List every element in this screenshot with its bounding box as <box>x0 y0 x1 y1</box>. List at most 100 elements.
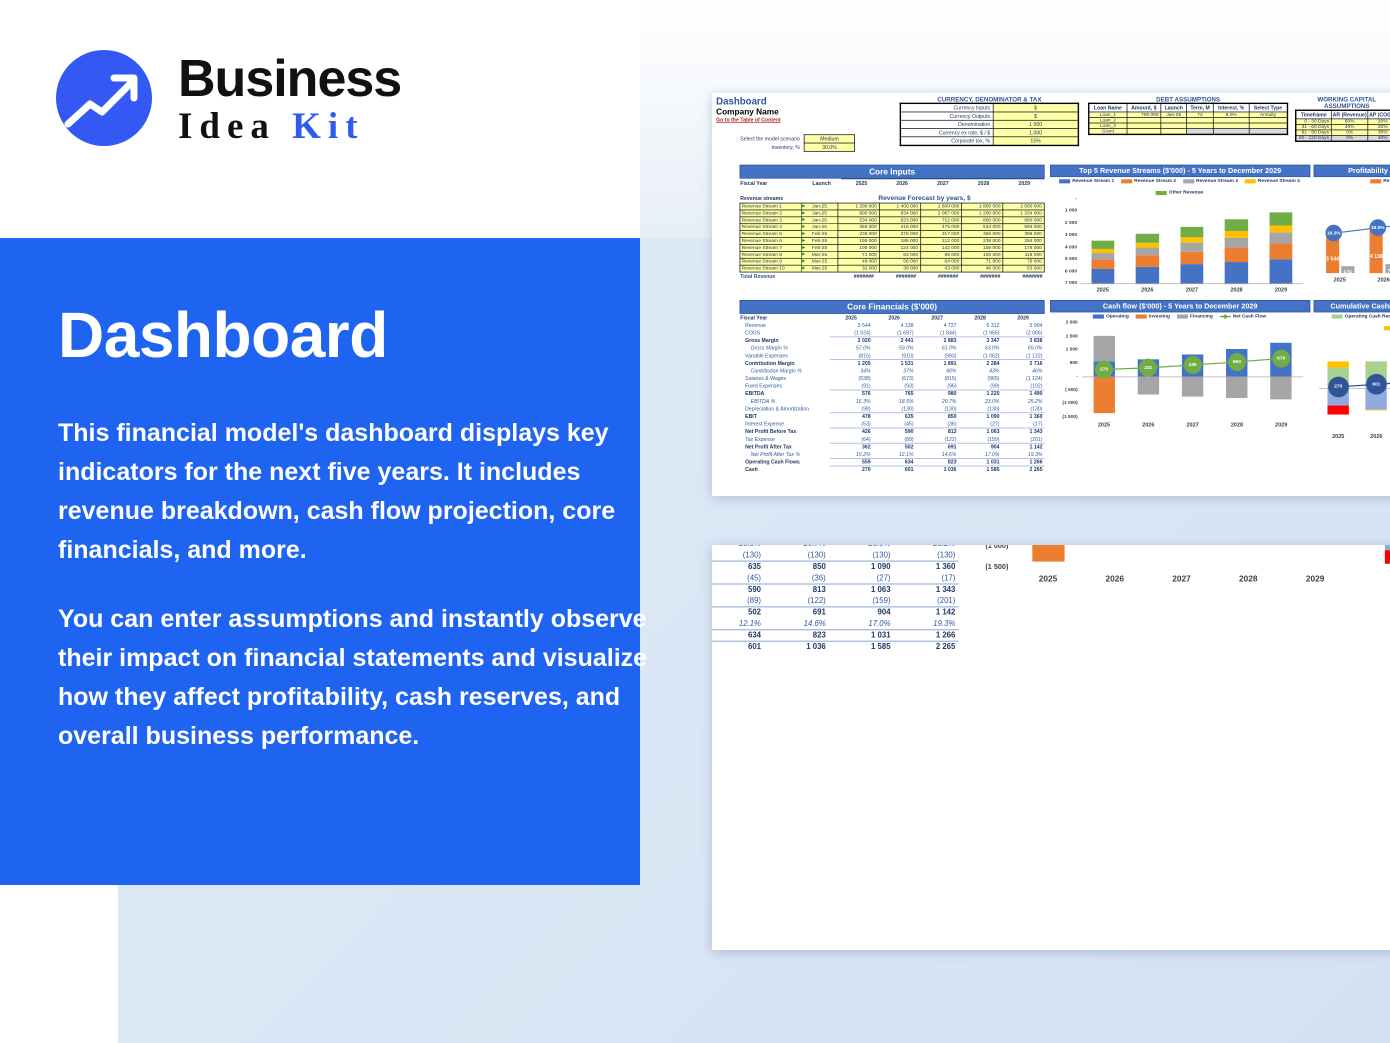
stream-value[interactable]: 356 000 <box>837 223 880 231</box>
table-row[interactable]: 61 - 90 Days 0% 30% <box>1295 129 1390 136</box>
stream-value[interactable]: 1 067 000 <box>920 209 963 218</box>
wc-cell[interactable]: 61 - 90 Days <box>1295 129 1332 136</box>
debt-cell[interactable] <box>1213 128 1250 135</box>
stream-value[interactable]: 124 000 <box>878 244 921 252</box>
stream-value[interactable]: 1 400 000 <box>878 202 921 211</box>
excel-workbook[interactable]: Dashboard Company Name Go to the Table o… <box>712 93 1390 494</box>
table-row[interactable]: Revenue Stream 4 ▶ Jan-25 356 000 416 000 4… <box>739 223 1045 231</box>
table-row[interactable]: Revenue Stream 3 ▶ Jan-25 534 000 623 000 7… <box>739 216 1045 225</box>
stream-value[interactable]: 712 000 <box>920 216 963 225</box>
stream-value[interactable]: 71 000 <box>837 251 880 259</box>
table-row[interactable]: Loan_3 <box>1088 122 1288 129</box>
table-row[interactable]: Grant <box>1088 128 1288 135</box>
debt-cell[interactable] <box>1248 128 1288 135</box>
table-row[interactable]: Revenue Stream 5 ▶ Feb-25 238 000 278 000 3… <box>739 230 1045 238</box>
stream-value[interactable]: 534 000 <box>961 223 1004 231</box>
scenario-table[interactable]: Select the model scenario Medium Invento… <box>740 134 856 152</box>
stream-name[interactable]: Revenue Stream 8 <box>739 251 802 259</box>
inventory-value[interactable]: 30.0% <box>803 142 856 152</box>
stream-name[interactable]: Revenue Stream 5 <box>739 230 802 238</box>
stream-value[interactable]: 238 000 <box>837 230 880 238</box>
table-row[interactable]: Revenue Stream 1 ▶ Jan-25 1 200 000 1 400 … <box>739 202 1045 211</box>
debt-cell[interactable]: Loan_1 <box>1088 111 1128 118</box>
stream-launch[interactable]: ▶ Mar-25 <box>800 257 839 266</box>
stream-launch[interactable]: ▶ Jan-25 <box>800 216 839 225</box>
table-row[interactable]: Loan_2 <box>1088 117 1288 124</box>
stream-value[interactable]: 317 000 <box>920 230 963 238</box>
stream-value[interactable]: 890 000 <box>1002 216 1045 225</box>
core-financials-table[interactable]: Fiscal Year 2025 2026 2027 2028 2029 Revenue… <box>740 314 1045 474</box>
stream-name[interactable]: Revenue Stream 10 <box>739 264 802 273</box>
stream-launch[interactable]: ▶ Mar-25 <box>800 251 839 259</box>
debt-cell[interactable]: Jan-25 <box>1160 111 1187 118</box>
table-row[interactable]: Revenue Stream 9 ▶ Mar-25 48 000 56 000 64 … <box>739 257 1045 266</box>
scenario-value[interactable]: Medium <box>803 134 856 144</box>
currency-row-value[interactable]: $ <box>992 111 1079 121</box>
debt-cell[interactable] <box>1248 122 1288 129</box>
table-row[interactable]: 31 - 60 Days 40% 20% <box>1295 124 1390 131</box>
table-row[interactable]: Revenue Stream 7 ▶ Feb-25 106 000 124 000 1… <box>739 244 1045 252</box>
stream-value[interactable]: 238 000 <box>961 237 1004 245</box>
stream-value[interactable]: 159 000 <box>961 244 1004 252</box>
dashboard-screenshot-bottom[interactable]: Dashboard Company Name Go to the Table o… <box>712 545 1390 950</box>
stream-value[interactable]: 534 000 <box>837 216 880 225</box>
wc-cell[interactable]: 0% <box>1331 135 1369 142</box>
revenue-forecast-table[interactable]: Revenue Stream 1 ▶ Jan-25 1 200 000 1 400 … <box>739 202 1045 273</box>
debt-cell[interactable]: Annuity <box>1248 111 1288 118</box>
stream-value[interactable]: 159 000 <box>837 237 880 245</box>
stream-launch[interactable]: ▶ Feb-25 <box>800 244 839 252</box>
stream-value[interactable]: 1 334 000 <box>1002 209 1045 218</box>
stream-launch[interactable]: ▶ Feb-25 <box>800 237 839 245</box>
stream-value[interactable]: 106 000 <box>961 251 1004 259</box>
currency-row-value[interactable]: 1 000 <box>992 119 1079 129</box>
stream-value[interactable]: 48 000 <box>837 257 880 266</box>
stream-name[interactable]: Revenue Stream 1 <box>739 202 802 211</box>
table-row[interactable]: 90 - 120 Days 0% 40% <box>1295 135 1390 142</box>
debt-cell[interactable]: Loan_3 <box>1088 122 1128 129</box>
wc-cell[interactable]: 31 - 60 Days <box>1295 124 1332 131</box>
debt-table[interactable]: Loan Name Amount, $ Launch Term, M Interest,… <box>1088 102 1289 136</box>
stream-name[interactable]: Revenue Stream 3 <box>739 216 802 225</box>
stream-value[interactable]: 396 000 <box>1002 230 1045 238</box>
table-row[interactable]: Loan_1 700 000 Jan-25 72 8.0% Annuity <box>1088 111 1288 118</box>
wc-cell[interactable]: 40% <box>1367 135 1390 142</box>
stream-value[interactable]: 2 000 000 <box>1002 202 1045 211</box>
stream-name[interactable]: Revenue Stream 4 <box>739 223 802 231</box>
debt-cell[interactable]: Grant <box>1088 128 1128 135</box>
excel-workbook[interactable]: Dashboard Company Name Go to the Table o… <box>712 545 1390 683</box>
stream-value[interactable]: 212 000 <box>920 237 963 245</box>
wc-cell[interactable]: 30% <box>1367 129 1390 136</box>
stream-value[interactable]: 38 000 <box>878 264 921 273</box>
stream-value[interactable]: 79 000 <box>1002 257 1045 266</box>
stream-launch[interactable]: ▶ Jan-25 <box>800 209 839 218</box>
stream-value[interactable]: 142 000 <box>920 244 963 252</box>
debt-cell[interactable] <box>1213 122 1250 129</box>
stream-value[interactable]: 186 000 <box>878 237 921 245</box>
wc-cell[interactable]: 90 - 120 Days <box>1295 135 1332 142</box>
stream-value[interactable]: 1 200 000 <box>961 209 1004 218</box>
stream-value[interactable]: 278 000 <box>878 230 921 238</box>
currency-table[interactable]: Currency Inputs $ Currency Outputs $ Den… <box>899 102 1080 147</box>
stream-name[interactable]: Revenue Stream 6 <box>739 237 802 245</box>
stream-value[interactable]: 1 600 000 <box>920 202 963 211</box>
stream-value[interactable]: 118 000 <box>1002 251 1045 259</box>
debt-cell[interactable] <box>1160 128 1187 135</box>
currency-row-value[interactable]: 15% <box>992 136 1079 146</box>
stream-launch[interactable]: ▶ Feb-25 <box>800 230 839 238</box>
stream-value[interactable]: 83 000 <box>878 251 921 259</box>
stream-value[interactable]: 475 000 <box>920 223 963 231</box>
chart-cumulative-cashflow[interactable]: Operating Cash ReceiptsOperating Cash Pa… <box>1313 312 1390 441</box>
debt-cell[interactable] <box>1186 128 1214 135</box>
stream-launch[interactable]: ▶ Jan-25 <box>800 223 839 231</box>
stream-value[interactable]: 623 000 <box>878 216 921 225</box>
table-of-content-link[interactable]: Go to the Table of Content <box>716 116 781 123</box>
stream-value[interactable]: 64 000 <box>920 257 963 266</box>
dashboard-screenshot-top[interactable]: Dashboard Company Name Go to the Table o… <box>712 93 1390 496</box>
stream-value[interactable]: 71 000 <box>961 257 1004 266</box>
stream-value[interactable]: 53 000 <box>1002 264 1045 273</box>
stream-value[interactable]: 1 200 000 <box>837 202 880 211</box>
wc-cell[interactable]: 20% <box>1367 124 1390 131</box>
